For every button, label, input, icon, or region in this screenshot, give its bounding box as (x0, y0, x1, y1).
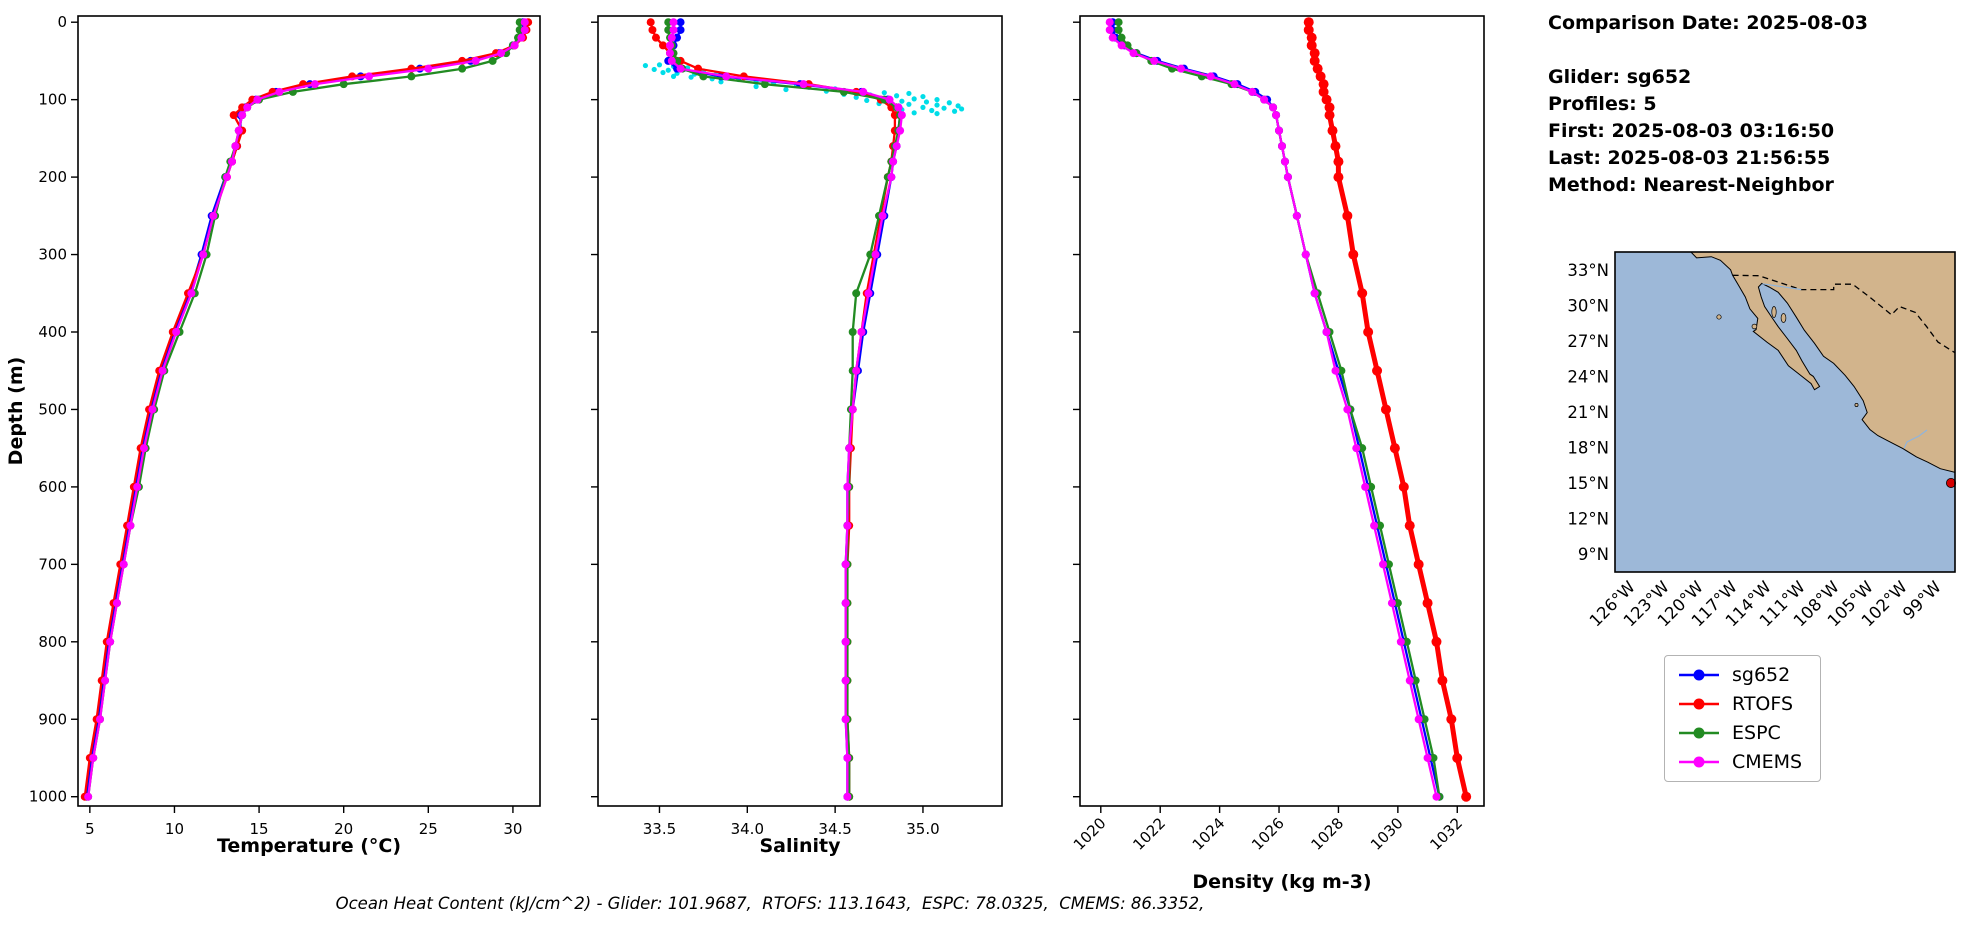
legend-item-sg652: sg652 (1677, 664, 1802, 686)
location-map-container: 33°N 30°N 27°N 24°N 21°N 18°N 15°N 12°N 9°N 126°W… (1555, 250, 1978, 664)
legend-marker-ESPC (1679, 727, 1719, 739)
svg-text:5: 5 (85, 820, 95, 838)
svg-text:12°N: 12°N (1567, 510, 1609, 529)
glider-line: Glider: sg652 (1548, 66, 1692, 88)
svg-text:10: 10 (165, 820, 184, 838)
svg-text:15°N: 15°N (1567, 474, 1609, 493)
svg-text:18°N: 18°N (1567, 439, 1609, 458)
svg-text:33.5: 33.5 (643, 820, 676, 838)
series-legend: sg652 RTOFS ESPC CMEMS (1664, 655, 1822, 782)
svg-text:21°N: 21°N (1567, 403, 1609, 422)
map-island (1771, 306, 1777, 318)
legend-marker-CMEMS (1679, 756, 1719, 768)
svg-text:600: 600 (38, 478, 67, 496)
svg-text:1000: 1000 (29, 788, 67, 806)
legend-label: sg652 (1732, 664, 1791, 686)
svg-text:24°N: 24°N (1567, 367, 1609, 386)
legend-item-CMEMS: CMEMS (1677, 751, 1802, 773)
ocean-heat-content-caption: Ocean Heat Content (kJ/cm^2) - Glider: 1… (335, 894, 1205, 913)
method-line: Method: Nearest-Neighbor (1548, 174, 1834, 196)
svg-text:100: 100 (38, 91, 67, 109)
svg-text:1028: 1028 (1308, 814, 1348, 854)
svg-text:1026: 1026 (1248, 814, 1288, 854)
svg-text:1032: 1032 (1426, 814, 1466, 854)
map-island (1780, 313, 1787, 323)
svg-text:1022: 1022 (1129, 814, 1169, 854)
comparison-date-line: Comparison Date: 2025-08-03 (1548, 12, 1868, 34)
svg-text:500: 500 (38, 400, 67, 418)
svg-text:1020: 1020 (1070, 814, 1110, 854)
svg-text:20: 20 (334, 820, 353, 838)
svg-text:25: 25 (419, 820, 438, 838)
svg-text:0: 0 (57, 13, 67, 31)
svg-text:33°N: 33°N (1567, 261, 1609, 280)
svg-text:34.5: 34.5 (818, 820, 851, 838)
svg-text:34.0: 34.0 (731, 820, 764, 838)
svg-text:1024: 1024 (1189, 814, 1229, 854)
profiles-line: Profiles: 5 (1548, 93, 1657, 115)
svg-text:9°N: 9°N (1578, 545, 1609, 564)
svg-text:Salinity: Salinity (759, 835, 841, 857)
salinity-profile-chart: 33.5 34.0 34.5 35.0 Salinity (591, 15, 1003, 857)
svg-text:99°W: 99°W (1899, 577, 1945, 623)
svg-text:400: 400 (38, 323, 67, 341)
info-panel-gap (1548, 37, 1868, 64)
svg-text:800: 800 (38, 633, 67, 651)
last-profile-line: Last: 2025-08-03 21:56:55 (1548, 147, 1831, 169)
svg-text:900: 900 (38, 710, 67, 728)
svg-text:Density (kg m-3): Density (kg m-3) (1192, 871, 1371, 893)
map-island (1716, 314, 1722, 320)
info-panel: Comparison Date: 2025-08-03 Glider: sg65… (1548, 10, 1868, 199)
first-profile-line: First: 2025-08-03 03:16:50 (1548, 120, 1835, 142)
map-frame (1614, 251, 1956, 573)
legend-item-RTOFS: RTOFS (1677, 693, 1802, 715)
svg-text:30: 30 (503, 820, 522, 838)
legend-label: RTOFS (1732, 693, 1794, 715)
map-river (1762, 283, 1802, 291)
map-land (1689, 251, 1956, 474)
map-island (1854, 403, 1859, 407)
map-island (1751, 323, 1758, 330)
legend-item-ESPC: ESPC (1677, 722, 1802, 744)
legend-label: CMEMS (1732, 751, 1803, 773)
svg-text:200: 200 (38, 168, 67, 186)
map-river (1903, 429, 1928, 449)
svg-text:300: 300 (38, 246, 67, 264)
svg-text:Depth (m): Depth (m) (5, 357, 27, 466)
svg-text:700: 700 (38, 555, 67, 573)
legend-marker-sg652 (1679, 669, 1719, 681)
svg-text:30°N: 30°N (1567, 296, 1609, 315)
temperature-profile-chart: 5 10 15 20 25 3001002003004005006007008009001… (5, 13, 541, 857)
svg-text:35.0: 35.0 (906, 820, 939, 838)
svg-text:1030: 1030 (1367, 814, 1407, 854)
svg-text:Temperature (°C): Temperature (°C) (217, 835, 401, 857)
legend-marker-RTOFS (1679, 698, 1719, 710)
density-profile-chart: 1020 1022 1024 1026 1028 1030 1032 Density (kg … (1070, 15, 1485, 893)
legend-label: ESPC (1732, 722, 1781, 744)
svg-text:15: 15 (250, 820, 269, 838)
svg-text:27°N: 27°N (1567, 332, 1609, 351)
location-map: 33°N30°N27°N24°N21°N18°N15°N12°N9°N126°W… (1567, 251, 1956, 630)
